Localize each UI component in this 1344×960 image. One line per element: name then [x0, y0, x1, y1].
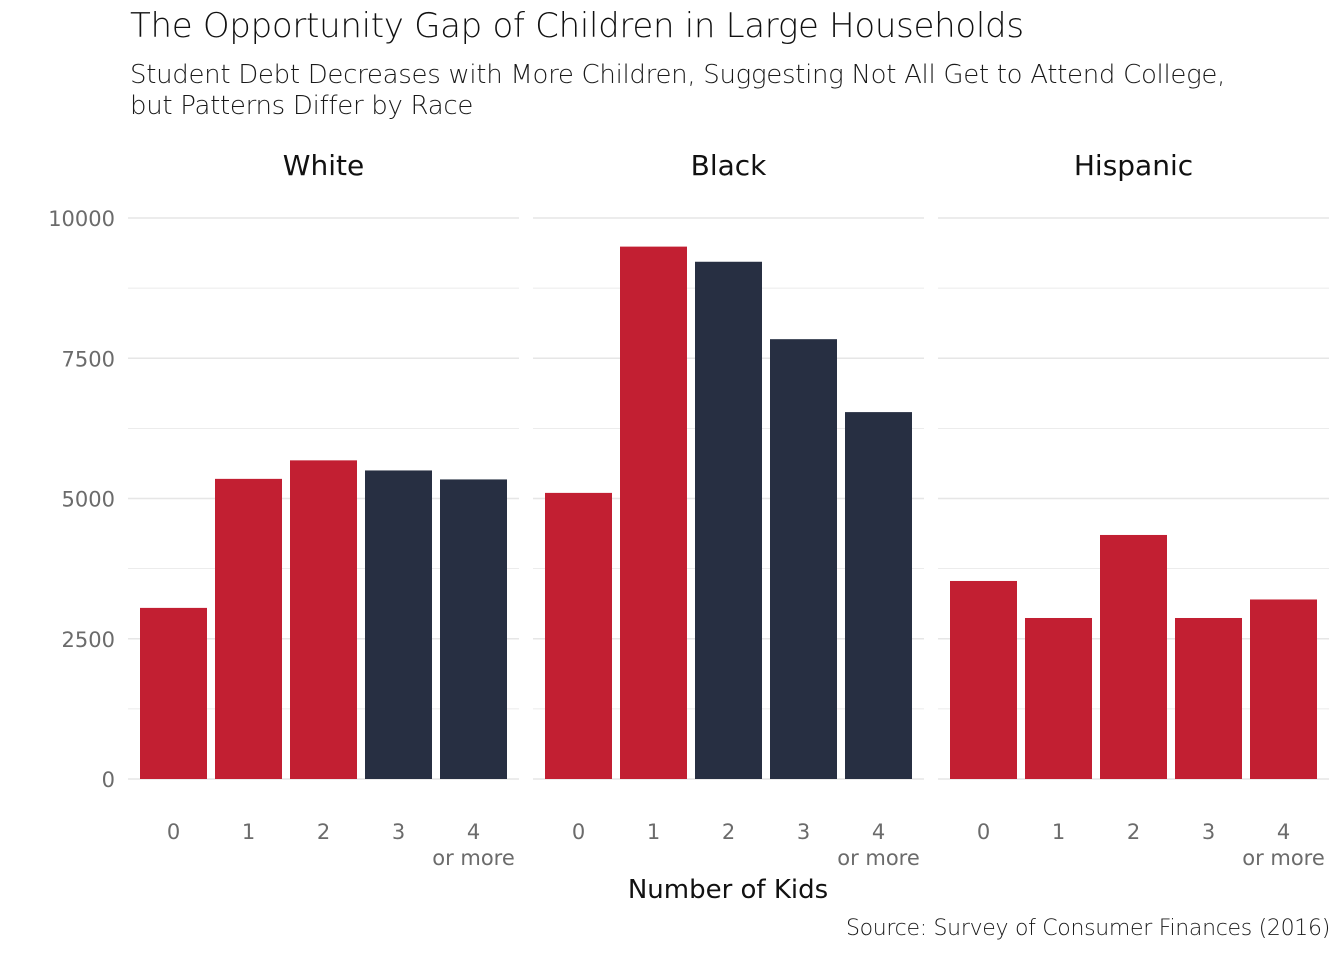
bar-white-0 [140, 607, 207, 779]
x-tick-label: 0 [167, 820, 180, 844]
y-tick-label: 0 [102, 768, 115, 792]
x-tick-label: 1 [1052, 820, 1065, 844]
bar-hispanic-2 [1100, 534, 1167, 779]
y-tick-label: 2500 [62, 628, 115, 652]
x-tick-label: 3 [797, 820, 810, 844]
x-tick-label: 4 or more [837, 820, 920, 870]
x-tick-label: 4 or more [1242, 820, 1325, 870]
bar-hispanic-4 [1250, 599, 1317, 779]
subtitle-line-1: Student Debt Decreases with More Childre… [130, 60, 1226, 90]
y-tick-label: 7500 [62, 347, 115, 371]
y-tick-label: 10000 [48, 207, 115, 231]
bar-hispanic-0 [950, 580, 1017, 779]
subtitle-line-2: but Patterns Differ by Race [130, 91, 474, 121]
x-tick-label: 1 [242, 820, 255, 844]
bar-black-1 [620, 246, 687, 780]
y-tick-label: 5000 [62, 488, 115, 512]
bar-white-4 [440, 479, 507, 779]
x-tick-label: 0 [977, 820, 990, 844]
facet-label-hispanic: Hispanic [1074, 149, 1193, 182]
bar-hispanic-3 [1175, 617, 1242, 779]
bar-white-3 [365, 470, 432, 779]
chart-subtitle: Student Debt Decreases with More Childre… [130, 60, 1225, 122]
facet-label-black: Black [691, 149, 768, 182]
bar-white-2 [290, 460, 357, 779]
x-tick-label: 2 [1127, 820, 1140, 844]
x-tick-label: 2 [317, 820, 330, 844]
chart-title: The Opportunity Gap of Children in Large… [130, 6, 1024, 46]
x-tick-label: 3 [392, 820, 405, 844]
x-tick-label: 0 [572, 820, 585, 844]
bar-black-3 [770, 339, 837, 779]
x-tick-label: 4 or more [432, 820, 515, 870]
x-axis-title: Number of Kids [628, 875, 828, 905]
facet-label-white: White [283, 149, 364, 182]
x-tick-label: 1 [647, 820, 660, 844]
x-tick-label: 2 [722, 820, 735, 844]
bar-hispanic-1 [1025, 617, 1092, 779]
x-tick-label: 3 [1202, 820, 1215, 844]
bar-black-4 [845, 412, 912, 779]
bar-black-2 [695, 261, 762, 779]
bar-black-0 [545, 492, 612, 779]
chart-source: Source: Survey of Consumer Finances (201… [845, 916, 1330, 941]
bar-white-1 [215, 478, 282, 779]
